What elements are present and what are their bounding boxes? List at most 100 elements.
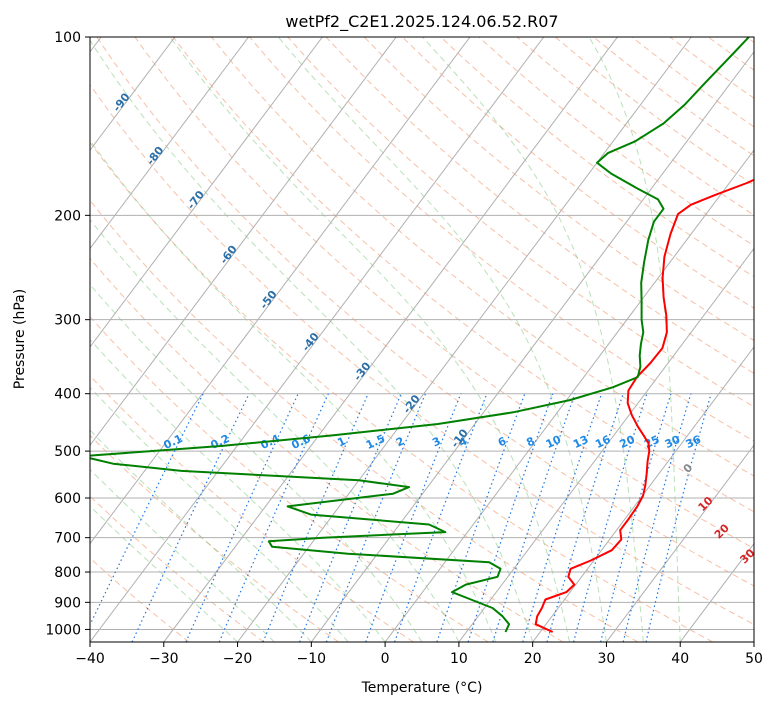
- mixing-ratio-line: [436, 393, 526, 642]
- dry-adiabat: [211, 37, 754, 477]
- mixing-ratio-line: [600, 393, 672, 642]
- y-tick-label: 800: [54, 565, 81, 581]
- x-tick-label: 30: [598, 651, 616, 667]
- moist-adiabat: [422, 37, 644, 642]
- mixing-ratio-line: [622, 393, 692, 642]
- moist-adiabat: [90, 386, 349, 642]
- moist-adiabat-label: 30: [737, 546, 757, 566]
- isotherm-label: -90: [110, 90, 133, 114]
- y-tick-label: 300: [54, 313, 81, 329]
- y-axis-title: Pressure (hPa): [12, 289, 28, 389]
- isotherm-line: [384, 149, 754, 642]
- isotherm-line: [90, 37, 471, 545]
- dry-adiabat: [363, 37, 754, 342]
- dry-adiabat: [90, 315, 489, 642]
- moist-adiabat: [90, 139, 497, 642]
- isotherm-line: [90, 37, 323, 348]
- isotherm-line: [679, 542, 754, 642]
- y-tick-label: 600: [54, 491, 81, 507]
- y-tick-label: 1000: [45, 622, 81, 638]
- y-tick-label: 200: [54, 208, 81, 224]
- mixing-ratio-label: 0.2: [208, 432, 231, 452]
- isotherm-line: [163, 37, 618, 642]
- moist-adiabat: [90, 505, 238, 642]
- mixing-ratio-line: [90, 393, 204, 627]
- x-tick-label: −30: [149, 651, 179, 667]
- x-tick-label: 10: [450, 651, 468, 667]
- moist-adiabat: [277, 37, 607, 642]
- dry-adiabat: [478, 37, 754, 247]
- x-axis: −40 −30 −20 −10 0 10 20 30 40 50: [75, 642, 763, 667]
- moist-adiabat: [169, 37, 571, 642]
- background-lines: [90, 37, 754, 642]
- mixing-ratio-label: 1: [335, 434, 347, 449]
- mixing-ratio-line: [572, 393, 648, 642]
- isotherm-line: [310, 50, 754, 642]
- moist-adiabat: [90, 429, 312, 642]
- isotherm-label: -70: [185, 188, 208, 212]
- y-tick-label: 500: [54, 444, 81, 460]
- dry-adiabat: [287, 37, 754, 408]
- moist-adiabat-label: 40: [760, 575, 775, 595]
- sounding-traces: [90, 37, 754, 633]
- y-tick-label: 100: [54, 30, 81, 46]
- mixing-ratio-label: 25: [642, 433, 661, 451]
- isotherm-label: -60: [217, 243, 240, 267]
- isotherm-label: -20: [400, 392, 423, 416]
- moist-adiabat: [588, 37, 681, 642]
- mixing-ratio-label: 3: [430, 434, 442, 449]
- mixing-ratio-line: [522, 393, 603, 642]
- mixing-ratio-line: [218, 393, 329, 642]
- moist-adiabat: [90, 468, 275, 642]
- plot-frame: [89, 36, 755, 643]
- x-axis-title: Temperature (°C): [361, 680, 483, 696]
- mixing-ratio-line: [185, 393, 299, 642]
- mixing-ratio-label: 36: [684, 433, 704, 451]
- dry-adiabat: [90, 257, 564, 642]
- x-tick-label: −40: [75, 651, 105, 667]
- dry-adiabat: [402, 37, 754, 309]
- dry-adiabat: [707, 37, 754, 71]
- mixing-ratio-label: 16: [593, 433, 613, 451]
- dry-adiabat: [134, 37, 754, 550]
- dry-adiabat: [96, 37, 754, 587]
- moist-adiabat-label: 0: [681, 461, 696, 476]
- dry-adiabat: [172, 37, 754, 513]
- dry-adiabat: [90, 141, 713, 642]
- x-tick-label: 40: [671, 651, 689, 667]
- dry-adiabat: [90, 83, 754, 625]
- dewpoint-trace: [90, 37, 750, 633]
- isotherm-line: [606, 444, 754, 642]
- isotherm-line: [90, 37, 176, 152]
- y-tick-label: 900: [54, 595, 81, 611]
- isotherm-line: [532, 346, 754, 642]
- moist-adiabat: [90, 338, 386, 642]
- moist-adiabat-label: 10: [696, 494, 716, 514]
- x-tick-label: 0: [381, 651, 390, 667]
- isotherm-line: [90, 37, 545, 642]
- isotherm-label: -50: [257, 288, 280, 312]
- isotherm-line: [90, 37, 250, 250]
- temperature-trace: [534, 178, 754, 633]
- dry-adiabat: [90, 199, 639, 642]
- mixing-ratio-line: [645, 393, 712, 642]
- mixing-ratio-line: [492, 393, 576, 642]
- y-tick-label: 700: [54, 531, 81, 547]
- isotherm-line: [753, 641, 754, 642]
- isotherm-line: [458, 247, 754, 642]
- x-tick-label: 50: [745, 651, 763, 667]
- mixing-ratio-label: 30: [663, 433, 683, 451]
- mixing-ratio-label: 13: [571, 433, 590, 451]
- mixing-ratio-label: 2: [394, 434, 406, 449]
- mixing-ratio-line: [394, 393, 488, 642]
- isotherm-line: [237, 37, 692, 642]
- moist-adiabat-label: 20: [712, 521, 732, 541]
- x-tick-label: −20: [223, 651, 253, 667]
- dry-adiabat: [90, 557, 190, 642]
- mixing-ratio-label: 1.5: [364, 432, 387, 452]
- isotherm-label: -30: [351, 359, 374, 383]
- moist-adiabat: [90, 39, 534, 642]
- isotherm-label: -40: [299, 330, 322, 354]
- moist-adiabat: [90, 218, 460, 642]
